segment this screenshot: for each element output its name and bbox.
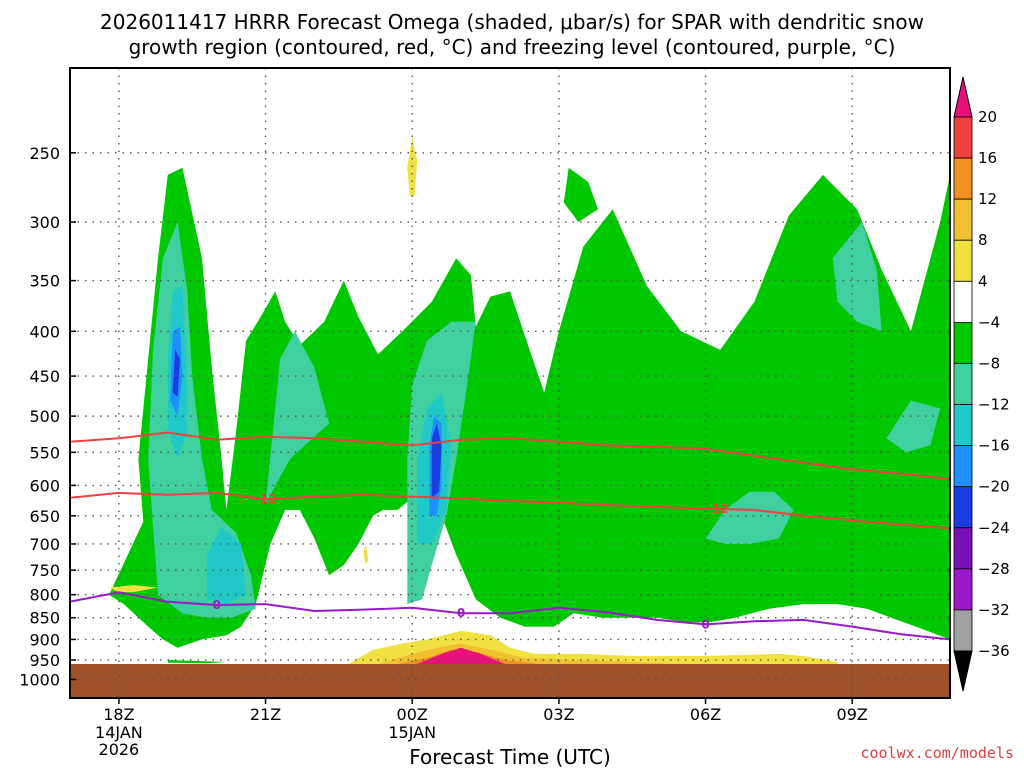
colorbar-band <box>953 527 973 570</box>
omega-shading <box>109 137 950 664</box>
x-tick-label: 09Z <box>837 705 868 724</box>
dgz-contour-1 <box>70 431 950 480</box>
y-tick-label: 650 <box>29 507 60 526</box>
y-tick-label: 550 <box>29 443 60 462</box>
omega-region-22 <box>167 660 227 664</box>
colorbar-label: −16 <box>978 437 1010 455</box>
y-tick-label: 1000 <box>19 670 60 689</box>
chart-title: 2026011417 HRRR Forecast Omega (shaded, … <box>100 10 924 59</box>
y-tick-label: 700 <box>29 535 60 554</box>
dgz-contour-0 <box>70 491 950 530</box>
colorbar-label: −28 <box>978 560 1010 578</box>
title-line-2: growth region (contoured, red, °C) and f… <box>129 35 896 59</box>
dgz-label-0b: −12 <box>702 502 729 516</box>
colorbar-label: 16 <box>978 149 997 167</box>
colorbar-band <box>953 486 973 529</box>
pressure-axis: 250 300 350 400 450 500 550 600 650 700 750 800 850 9… <box>19 144 76 689</box>
colorbar-top-triangle <box>953 76 973 118</box>
dgz-label-0: −12 <box>250 492 277 506</box>
omega-region-6 <box>832 222 882 332</box>
omega-region-18 <box>109 585 158 593</box>
plot-frame <box>69 67 951 699</box>
x-axis-title: Forecast Time (UTC) <box>409 745 611 768</box>
y-tick-label: 400 <box>29 322 60 341</box>
freezing-level-label-2: 0 <box>701 617 709 631</box>
y-tick-label: 800 <box>29 586 60 605</box>
colorbar-band <box>953 280 973 323</box>
title-line-1: 2026011417 HRRR Forecast Omega (shaded, … <box>100 10 924 34</box>
colorbar-label: 12 <box>978 190 997 208</box>
y-tick-label: 900 <box>29 630 60 649</box>
colorbar-band <box>953 157 973 200</box>
colorbar-label: −36 <box>978 642 1010 660</box>
y-tick-label: 750 <box>29 561 60 580</box>
freezing-level-label-0: 0 <box>212 598 220 612</box>
y-tick-label: 600 <box>29 476 60 495</box>
y-tick-label: 950 <box>29 651 60 670</box>
y-tick-label: 850 <box>29 609 60 628</box>
colorbar-label: −12 <box>978 396 1010 414</box>
omega-region-1 <box>563 167 598 222</box>
colorbar-band <box>953 363 973 405</box>
colorbar-label: −4 <box>978 313 1000 331</box>
x-tick-label: 18Z <box>103 705 134 724</box>
colorbar-label: −24 <box>978 519 1010 537</box>
omega-region-5 <box>705 491 794 544</box>
y-tick-label: 450 <box>29 367 60 386</box>
grid-lines <box>70 68 950 698</box>
colorbar-label: −8 <box>978 354 1000 372</box>
y-tick-label: 300 <box>29 213 60 232</box>
colorbar-band <box>953 198 973 241</box>
freezing-level-label-1: 0 <box>457 606 465 620</box>
credit-text: coolwx.com/models <box>860 744 1014 762</box>
freezing-level-contour <box>70 591 950 641</box>
colorbar-bottom-triangle <box>953 650 973 692</box>
x-tick-label: 21Z <box>250 705 281 724</box>
omega-region-17 <box>363 544 369 566</box>
x-tick-label: 03Z <box>543 705 574 724</box>
y-tick-label: 500 <box>29 407 60 426</box>
colorbar-label: 20 <box>978 108 997 126</box>
colorbar-band <box>953 116 973 159</box>
colorbar-band <box>953 568 973 611</box>
colorbar-label: 8 <box>978 231 988 249</box>
x-tick-label: 00Z <box>397 705 428 724</box>
colorbar-band <box>953 321 973 364</box>
x-tick-year: 2026 <box>99 740 140 759</box>
x-tick-label: 06Z <box>690 705 721 724</box>
y-tick-label: 250 <box>29 144 60 163</box>
omega-colorbar: 20 16 12 8 4 −4 −8 −12 −16 −20 −24 −28 −32 −36 <box>953 76 1010 692</box>
colorbar-label: 4 <box>978 272 988 290</box>
colorbar-label: −32 <box>978 601 1010 619</box>
omega-region-12 <box>172 349 180 397</box>
colorbar-band <box>953 239 973 282</box>
x-tick-date: 15JAN <box>388 723 436 742</box>
colorbar-band <box>953 609 973 652</box>
temperature-contours: −12 −12 0 0 0 <box>70 431 950 641</box>
omega-region-9 <box>206 527 246 605</box>
colorbar-band <box>953 404 973 447</box>
y-tick-label: 350 <box>29 272 60 291</box>
colorbar-band <box>953 445 973 488</box>
colorbar-label: −20 <box>978 478 1010 496</box>
omega-region-7 <box>886 400 941 453</box>
ground-surface <box>70 664 950 698</box>
x-tick-date: 14JAN <box>95 723 143 742</box>
omega-region-3 <box>265 331 330 504</box>
